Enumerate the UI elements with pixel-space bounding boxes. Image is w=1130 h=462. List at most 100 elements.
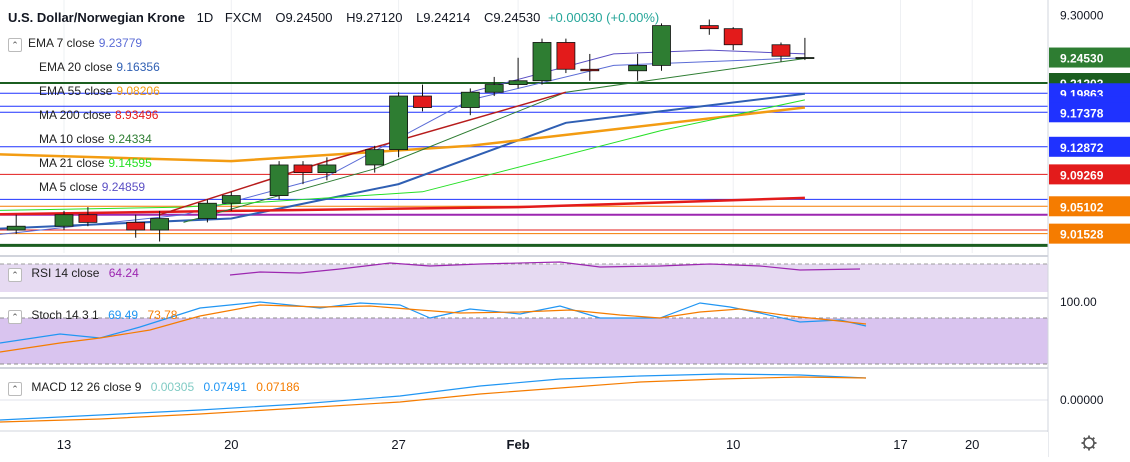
- ohlc-change: +0.00030 (+0.00%): [547, 10, 660, 25]
- gear-tooth: [1091, 437, 1095, 441]
- main-bg: [0, 0, 1048, 255]
- candle-down: [293, 164, 313, 174]
- price-label-badge: [1049, 102, 1130, 123]
- ohlc-open: O9.24500: [275, 10, 333, 25]
- candle-down: [699, 25, 719, 30]
- time-tick-label: 10: [726, 437, 740, 452]
- series-line: [0, 99, 806, 211]
- main-price-panel[interactable]: [0, 0, 1048, 255]
- stoch-label[interactable]: Stoch 14 3 1: [31, 308, 99, 322]
- macd-line: [0, 373, 867, 421]
- price-axis[interactable]: 9.300009.245309.212039.198639.181699.173…: [1047, 0, 1130, 457]
- candle-up: [628, 65, 647, 72]
- interval[interactable]: 1D: [196, 10, 214, 25]
- time-tick-label: Feb: [507, 437, 530, 452]
- legend-value: 8.93496: [115, 108, 159, 122]
- candle-up: [460, 91, 480, 108]
- candle-up: [150, 218, 170, 231]
- collapse-icon[interactable]: ⌃: [8, 268, 22, 282]
- macd-label[interactable]: MACD 12 26 close 9: [31, 380, 142, 394]
- legend-item[interactable]: ⌃ EMA 7 close 9.23779: [8, 36, 142, 52]
- candle-up: [795, 57, 815, 59]
- price-label-text: 9.24530: [1060, 52, 1104, 66]
- price-label-text: 9.01528: [1060, 228, 1104, 242]
- legend-label: MA 10 close: [39, 132, 105, 146]
- price-label-badge: [1049, 223, 1130, 244]
- collapse-icon[interactable]: ⌃: [8, 382, 22, 396]
- price-label-badge: [1049, 164, 1130, 185]
- price-tick-label: 9.30000: [1060, 9, 1104, 23]
- macd-axis-tick: 0.00000: [1060, 393, 1104, 407]
- legend-label: MA 21 close: [39, 156, 105, 170]
- candle-up: [6, 225, 26, 231]
- candle-up: [389, 95, 409, 151]
- macd-panel[interactable]: [0, 370, 1048, 430]
- candle-up: [317, 164, 337, 174]
- legend-label: EMA 7 close: [28, 36, 95, 50]
- gear-tooth: [1091, 445, 1095, 449]
- time-tick-label: 17: [893, 437, 907, 452]
- collapse-legend-icon[interactable]: ⌃: [8, 38, 22, 52]
- legend-value: 9.14595: [108, 156, 152, 170]
- legend-item[interactable]: EMA 20 close 9.16356: [39, 60, 160, 74]
- series-line: [0, 196, 805, 216]
- legend-item[interactable]: MA 200 close 8.93496: [39, 108, 158, 122]
- stoch-d-line: [0, 304, 867, 353]
- rsi-legend: ⌃ RSI 14 close 64.24: [8, 266, 139, 282]
- legend-label: EMA 20 close: [39, 60, 113, 74]
- rsi-band: [0, 264, 1048, 292]
- macd-legend: ⌃ MACD 12 26 close 9 0.00305 0.07491 0.0…: [8, 380, 300, 396]
- candle-down: [413, 95, 432, 108]
- stoch-axis-tick: 100.00: [1060, 295, 1097, 309]
- legend-label: EMA 55 close: [39, 84, 113, 98]
- time-tick-label: 13: [57, 437, 71, 452]
- candle-down: [771, 44, 791, 57]
- legend-label: MA 5 close: [39, 180, 98, 194]
- legend-item[interactable]: MA 10 close 9.24334: [39, 132, 152, 146]
- price-label-text: 9.09269: [1060, 168, 1104, 182]
- rsi-label[interactable]: RSI 14 close: [31, 266, 100, 280]
- time-axis-bg: [0, 432, 1048, 457]
- rsi-panel[interactable]: [0, 258, 1048, 296]
- candle-down: [126, 221, 146, 231]
- legend-value: 9.23779: [98, 36, 143, 50]
- candle-up: [269, 164, 289, 196]
- stoch-d-value: 73.78: [147, 308, 178, 322]
- candle-down: [78, 214, 98, 223]
- candle-up: [54, 214, 74, 227]
- candle-down: [723, 28, 743, 46]
- time-axis[interactable]: 13 20 27 Feb 10 17 20: [0, 432, 1048, 457]
- candle-down: [580, 68, 600, 72]
- legend-item[interactable]: EMA 55 close 9.08206: [39, 84, 160, 98]
- price-label-text: 9.12872: [1060, 141, 1104, 155]
- candle-up: [221, 195, 241, 204]
- candle-down: [556, 42, 576, 70]
- price-label-text: 9.05102: [1060, 200, 1104, 214]
- legend-value: 9.24859: [101, 180, 146, 194]
- ohlc-high: H9.27120: [346, 10, 403, 25]
- stoch-k-value: 69.49: [108, 308, 139, 322]
- candle-up: [197, 202, 217, 219]
- settings-gear-icon[interactable]: [1081, 435, 1097, 451]
- exchange: FXCM: [224, 10, 262, 25]
- gear-tooth: [1083, 445, 1087, 449]
- rsi-value: 64.24: [108, 266, 139, 280]
- gear-tooth: [1083, 437, 1087, 441]
- collapse-icon[interactable]: ⌃: [8, 310, 22, 324]
- macd-value: 0.07491: [203, 380, 247, 394]
- symbol-name[interactable]: U.S. Dollar/Norwegian Krone: [8, 10, 185, 25]
- candle-up: [508, 80, 528, 85]
- ohlc-close: C9.24530: [483, 10, 541, 25]
- time-tick-label: 20: [965, 437, 979, 452]
- stoch-legend: ⌃ Stoch 14 3 1 69.49 73.78: [8, 308, 177, 324]
- macd-signal-line: [0, 376, 867, 423]
- macd-signal-value: 0.07186: [256, 380, 300, 394]
- stoch-panel[interactable]: [0, 300, 1048, 366]
- legend-item[interactable]: MA 5 close 9.24859: [39, 180, 145, 194]
- ohlc-low: L9.24214: [416, 10, 471, 25]
- legend-value: 9.24334: [108, 132, 152, 146]
- panel-separators[interactable]: [0, 255, 1048, 432]
- legend-item[interactable]: MA 21 close 9.14595: [39, 156, 152, 170]
